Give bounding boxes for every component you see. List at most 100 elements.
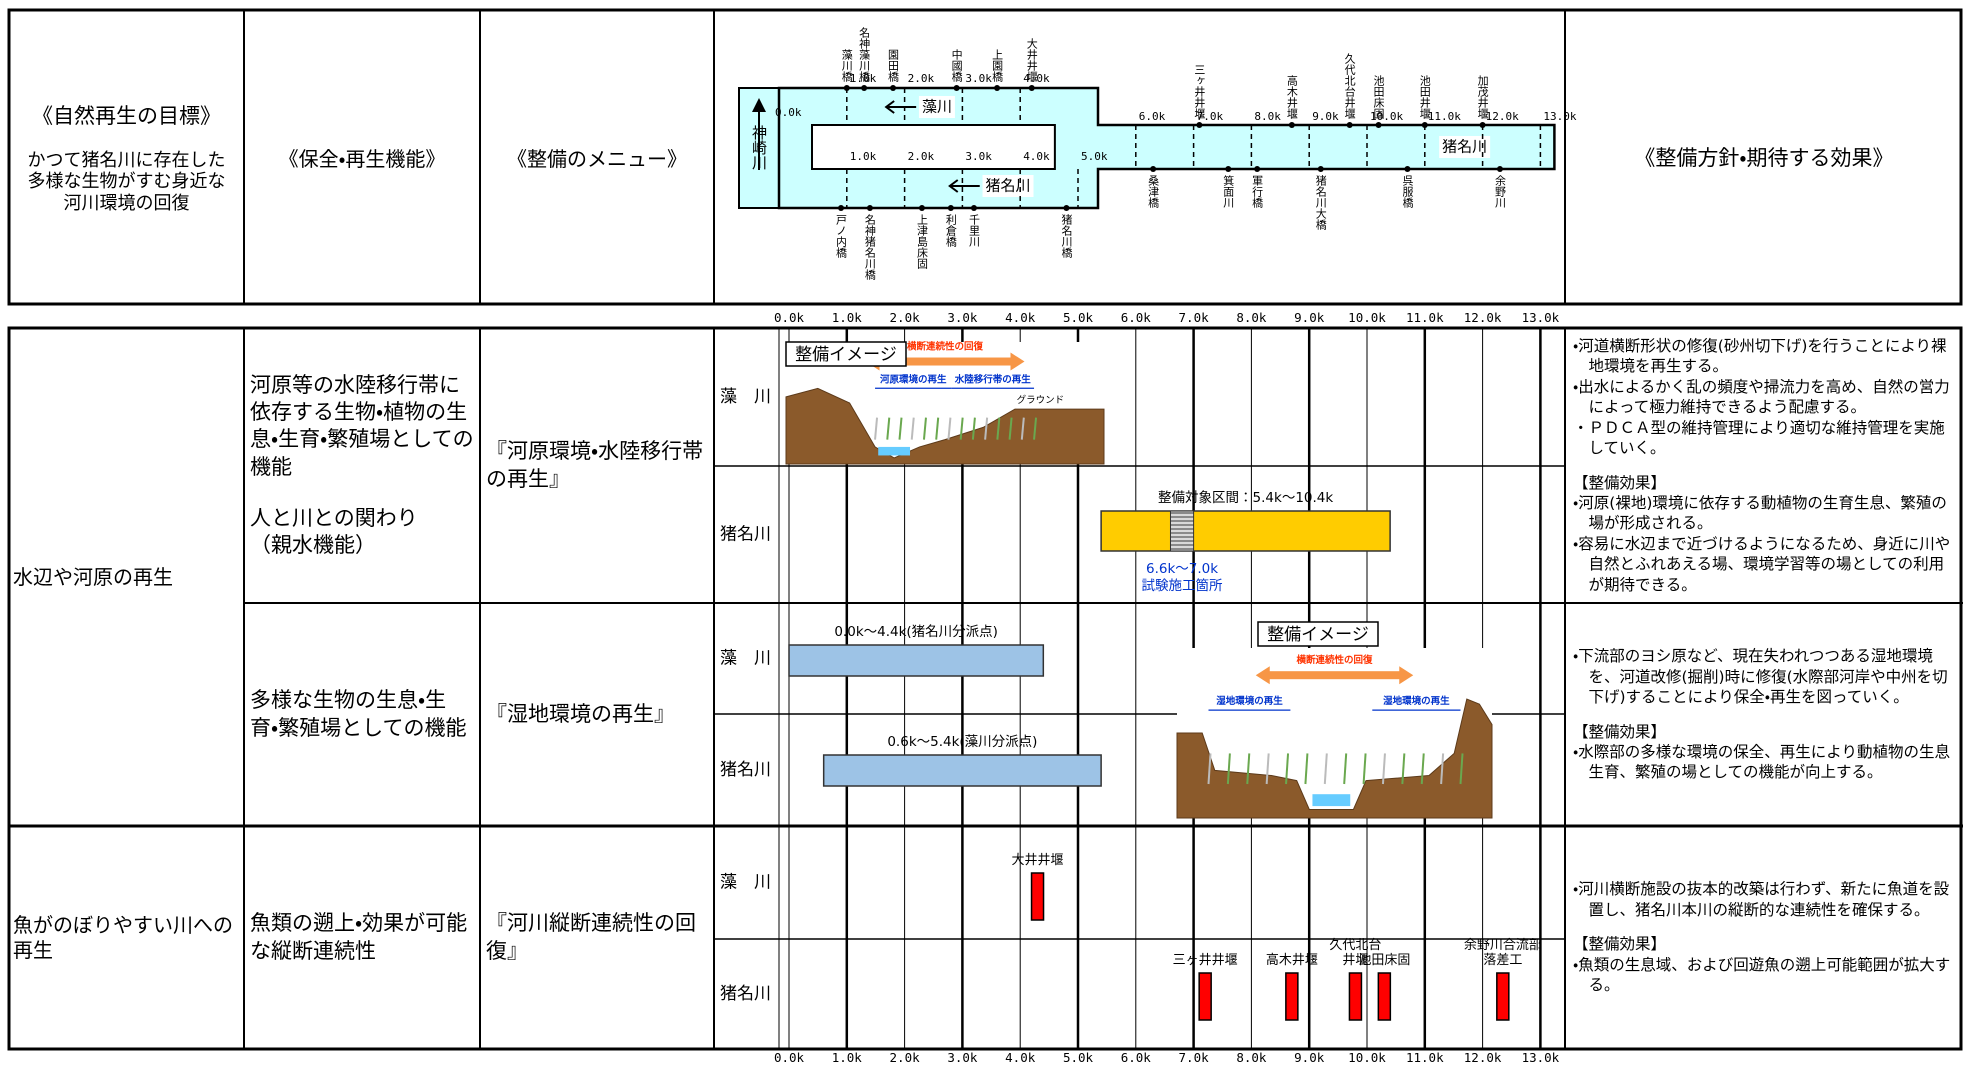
structure-point <box>1375 122 1382 128</box>
bar-label: 0.6k～5.4k(藻川分派点) <box>887 734 1037 750</box>
structure-label: 高木井堰 <box>1285 74 1298 120</box>
weir <box>1285 972 1299 1021</box>
arrow-head <box>752 98 766 112</box>
vegetation <box>1265 753 1270 785</box>
structure-point <box>1196 122 1203 128</box>
menu-cell: 『河川縦断連続性の回復』 <box>480 826 714 1049</box>
vegetation <box>1033 417 1038 440</box>
axis-label: 3.0k <box>947 1050 978 1065</box>
structure-point <box>843 85 850 91</box>
function-text: 魚類の遡上・効果が可能な縦断連続性 <box>250 911 468 963</box>
weir-label: 余野川合流部 <box>1464 938 1542 953</box>
axis-label: 6.0k <box>1121 310 1152 325</box>
axis-label: 9.0k <box>1294 1050 1325 1065</box>
vegetation <box>1008 417 1013 440</box>
policy-cell: ・河川横断施設の抜本的改築は行わず、新たに魚道を設置し、猪名川本川の縦断的な連続… <box>1565 826 1963 1049</box>
axis-label: 10.0k <box>1348 310 1386 325</box>
vegetation <box>1362 753 1367 785</box>
arrow-bar <box>873 357 1017 366</box>
row-name: 藻 川 <box>720 873 771 893</box>
km-label: 1.0k <box>850 150 877 163</box>
structure-label: 久代北台井堰 <box>1343 53 1356 120</box>
km-label: 11.0k <box>1428 110 1461 123</box>
policy-header: 《整備方針・期待する効果》 <box>1565 10 1963 304</box>
km-label: 0.0k <box>775 106 802 119</box>
axis-label: 5.0k <box>1063 1050 1094 1065</box>
label-bg <box>918 96 955 118</box>
vegetation <box>1304 753 1309 785</box>
axis-label: 13.0k <box>1522 1050 1560 1065</box>
axis-label: 12.0k <box>1464 310 1502 325</box>
axis-label: 1.0k <box>832 1050 863 1065</box>
test-section <box>1169 510 1195 552</box>
bar-label: 整備対象区間：5.4k～10.4k <box>1158 490 1333 506</box>
arrow-head <box>1255 666 1270 685</box>
ground <box>785 387 1105 465</box>
arrow-bar <box>1263 671 1406 680</box>
river-name: 神崎川 <box>750 125 768 170</box>
axis-label: 8.0k <box>1236 310 1267 325</box>
km-label: 5.0k <box>1081 150 1108 163</box>
axis-label: 13.0k <box>1522 310 1560 325</box>
image-label: 湿地環境の再生 <box>1216 695 1283 707</box>
test-section-label: 6.6k～7.0k <box>1146 561 1218 577</box>
river-name: 猪名川 <box>1442 138 1487 156</box>
vegetation <box>1285 753 1290 785</box>
weir-label: 井堰 <box>1342 953 1368 968</box>
vegetation <box>1381 753 1386 785</box>
weir <box>1496 972 1510 1021</box>
structure-point <box>1346 122 1353 128</box>
structure-point <box>953 85 960 91</box>
structure-label: 池田床固 <box>1372 75 1385 120</box>
island <box>811 124 1056 170</box>
axis-label: 10.0k <box>1348 1050 1386 1065</box>
structure-point <box>1421 122 1428 128</box>
structure-label: 池田井堰 <box>1418 75 1431 120</box>
river-channel <box>777 86 1556 210</box>
vegetation <box>886 417 891 440</box>
header-frame <box>7 8 1963 306</box>
function-text: 人と川との関わり <box>250 505 418 530</box>
structure-point <box>838 205 845 211</box>
image-arrow-label: 横断連続性の回復 <box>1296 654 1373 666</box>
policy-cell: ・下流部のヨシ原など、現在失われつつある湿地環境を、河道改修(掘削)時に修復(水… <box>1565 603 1963 826</box>
vegetation <box>1459 753 1464 785</box>
bar <box>1100 510 1391 552</box>
policy-text: 【整備効果】 <box>1573 935 1667 954</box>
axis-label: 7.0k <box>1179 1050 1210 1065</box>
vegetation <box>1323 753 1328 785</box>
structure-point <box>1225 166 1232 172</box>
policy-text: ・魚類の生息域、および回遊魚の遡上可能範囲が拡大する。 <box>1573 955 1951 995</box>
structure-point <box>1028 85 1035 91</box>
axis-label: 11.0k <box>1406 310 1444 325</box>
menu-text: 『河原環境・水陸移行帯の再生』 <box>486 439 704 491</box>
structure-point <box>1496 166 1503 172</box>
vegetation <box>1343 753 1348 785</box>
weir <box>1348 972 1363 1021</box>
vegetation <box>1440 753 1445 785</box>
goal-cell: 水辺や河原の再生 <box>9 328 244 826</box>
km-label: 7.0k <box>1197 110 1224 123</box>
axis-label: 7.0k <box>1179 310 1210 325</box>
function-title: 《保全・再生機能》 <box>278 146 446 171</box>
bar-label: 0.0k～4.4k(猪名川分派点) <box>834 624 998 640</box>
axis-label: 5.0k <box>1063 310 1094 325</box>
vegetation <box>935 417 940 440</box>
structure-label: 利倉橋 <box>944 214 957 248</box>
vegetation <box>922 417 927 440</box>
arrow <box>884 100 917 114</box>
weir <box>1377 972 1392 1021</box>
vegetation <box>996 417 1001 440</box>
policy-text: ・河川横断施設の抜本的改築は行わず、新たに魚道を設置し、猪名川本川の縦断的な連続… <box>1573 880 1950 919</box>
structure-point <box>1254 166 1261 172</box>
arrow <box>948 179 980 193</box>
structure-label: 桑津橋 <box>1147 175 1160 209</box>
structure-label: 中國橋 <box>950 49 963 83</box>
axis-label: 4.0k <box>1005 1050 1036 1065</box>
km-label: 1.0k <box>850 72 877 85</box>
policy-text: 【整備効果】 <box>1573 473 1667 492</box>
km-label: 4.0k <box>1023 150 1050 163</box>
structure-label: 三ヶ井井堰 <box>1193 64 1206 120</box>
function-header: 《保全・再生機能》 <box>244 10 480 304</box>
body-frame <box>7 326 1963 1051</box>
